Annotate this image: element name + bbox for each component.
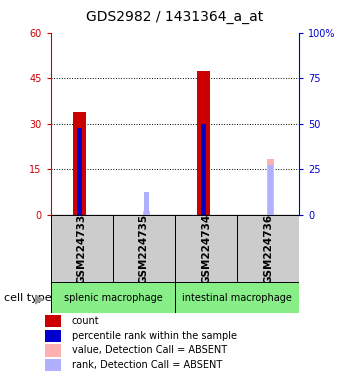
Text: cell type: cell type bbox=[4, 293, 51, 303]
Bar bbox=[237, 215, 299, 282]
Bar bbox=[268, 165, 273, 215]
Text: GSM224734: GSM224734 bbox=[201, 214, 211, 284]
Bar bbox=[45, 344, 61, 356]
Text: count: count bbox=[72, 316, 99, 326]
Bar bbox=[51, 215, 113, 282]
Text: GSM224736: GSM224736 bbox=[263, 214, 273, 284]
Text: ▶: ▶ bbox=[35, 292, 45, 305]
Text: percentile rank within the sample: percentile rank within the sample bbox=[72, 331, 237, 341]
Text: GSM224733: GSM224733 bbox=[77, 214, 87, 284]
Bar bbox=[45, 359, 61, 371]
Bar bbox=[77, 128, 82, 215]
Bar bbox=[45, 315, 61, 327]
Bar bbox=[51, 282, 175, 313]
Bar bbox=[143, 211, 150, 215]
Bar bbox=[201, 124, 206, 215]
Bar bbox=[144, 192, 149, 215]
Bar bbox=[267, 159, 274, 215]
Text: splenic macrophage: splenic macrophage bbox=[63, 293, 162, 303]
Bar bbox=[175, 215, 237, 282]
Bar bbox=[197, 71, 210, 215]
Text: GDS2982 / 1431364_a_at: GDS2982 / 1431364_a_at bbox=[86, 10, 264, 24]
Bar bbox=[45, 329, 61, 342]
Bar bbox=[175, 282, 299, 313]
Text: GSM224735: GSM224735 bbox=[139, 214, 149, 284]
Text: value, Detection Call = ABSENT: value, Detection Call = ABSENT bbox=[72, 346, 227, 356]
Text: rank, Detection Call = ABSENT: rank, Detection Call = ABSENT bbox=[72, 360, 222, 370]
Text: intestinal macrophage: intestinal macrophage bbox=[182, 293, 292, 303]
Bar bbox=[113, 215, 175, 282]
Bar bbox=[73, 112, 85, 215]
